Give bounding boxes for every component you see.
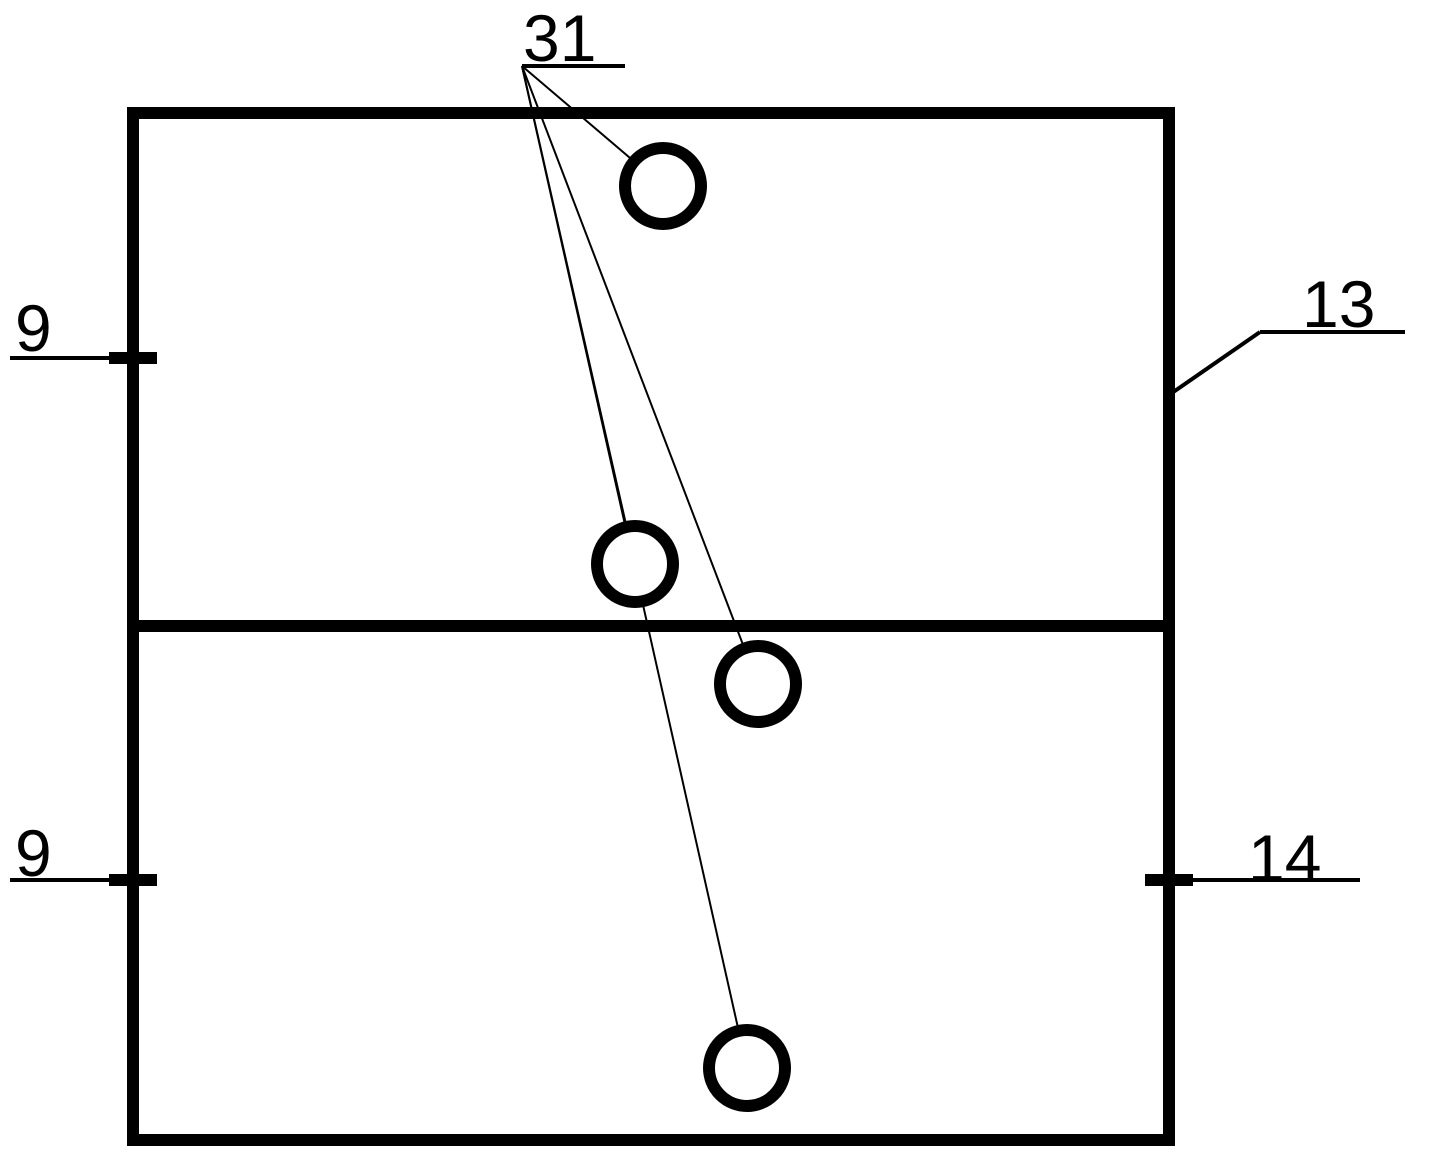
label-9-top: 9 <box>15 290 52 366</box>
diagram-svg <box>0 0 1429 1156</box>
label-14: 14 <box>1248 820 1321 896</box>
label-31: 31 <box>523 0 596 76</box>
label-9-bot: 9 <box>15 815 52 891</box>
diagram-stage: 31 9 9 13 14 <box>0 0 1429 1156</box>
label-13: 13 <box>1302 266 1375 342</box>
